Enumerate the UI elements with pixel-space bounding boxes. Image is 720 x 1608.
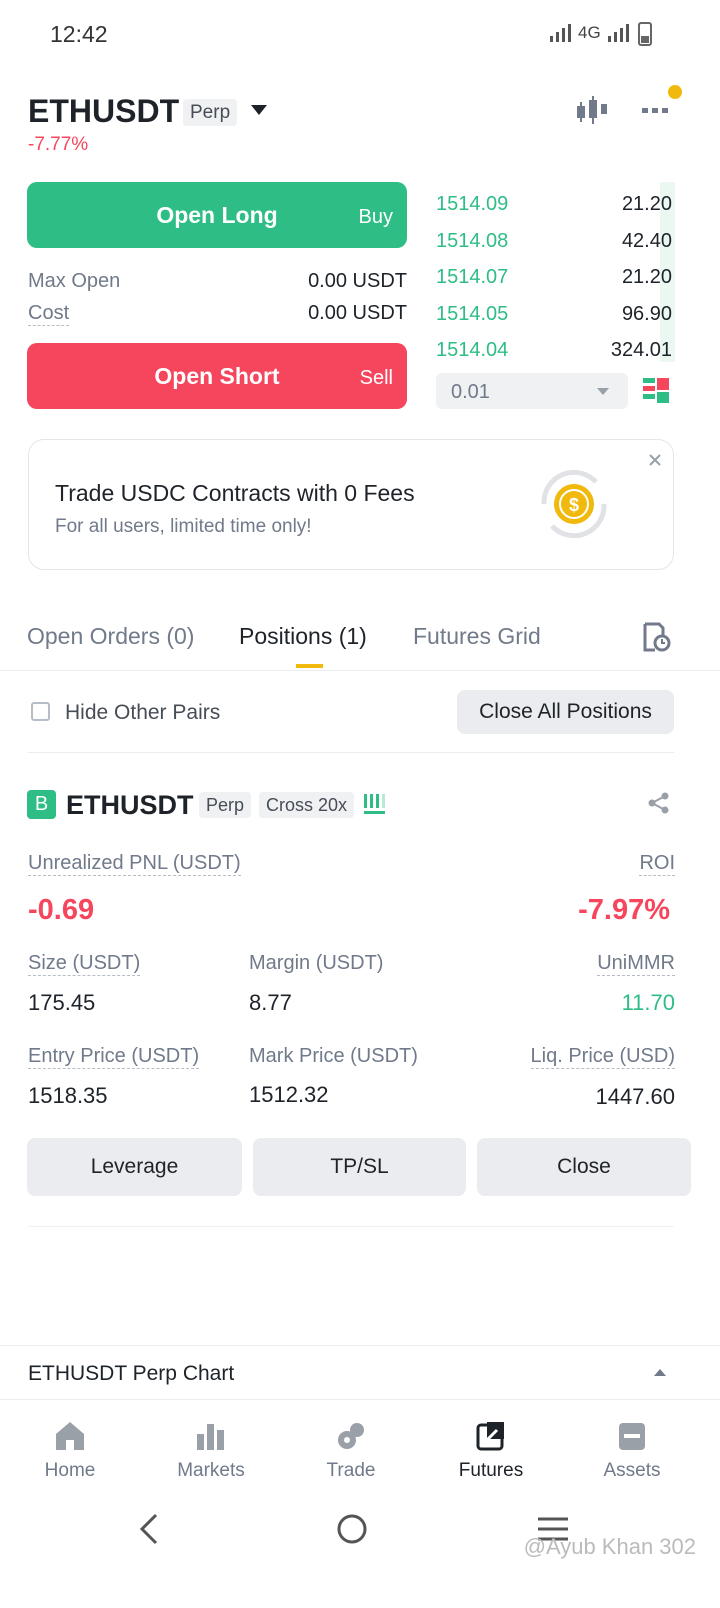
divider [0,670,720,671]
position-symbol[interactable]: ETHUSDT [66,790,194,820]
system-recents[interactable] [537,1516,569,1542]
nav-label[interactable]: Futures [458,1460,524,1481]
margin-mode-badge[interactable]: Cross 20x [259,792,355,818]
svg-text:$: $ [569,495,579,515]
book-layout-icon[interactable] [643,378,670,405]
nav-label[interactable]: Markets [177,1460,245,1481]
tab[interactable]: Open Orders (0) [27,623,195,649]
signal-icon [608,24,629,42]
system-home[interactable] [336,1513,368,1545]
nav-label[interactable]: Home [44,1460,96,1481]
buy-label: Buy [358,206,393,228]
perp-badge: Perp [183,99,238,126]
step-select[interactable]: 0.01 [436,373,628,409]
field-value: 1512.32 [249,1082,329,1107]
status-time: 12:42 [50,21,108,47]
close-all-button[interactable]: Close All Positions [457,690,674,734]
ask-quantity: 324.01 [610,339,672,361]
roi-value: -7.97% [578,894,670,926]
tab[interactable]: Futures Grid [413,623,541,649]
nav-icon[interactable] [54,1420,86,1452]
chart-toggle-label: ETHUSDT Perp Chart [28,1362,235,1385]
expand-caret [654,1369,666,1376]
field-value: 11.70 [621,990,675,1015]
promo-banner[interactable]: Trade USDC Contracts with 0 Fees For all… [28,439,674,570]
divider [28,1226,674,1227]
open-short-button[interactable]: Open Short Sell [27,343,407,409]
side-badge: B [27,790,56,819]
field-value: 8.77 [249,990,292,1015]
divider [28,752,674,753]
field-value: 1447.60 [595,1084,675,1109]
nav-icon[interactable] [475,1420,507,1452]
field-label[interactable]: Size (USDT) [28,952,141,976]
open-long-label: Open Long [156,202,278,228]
field-label[interactable]: UniMMR [597,952,675,976]
cost-value: 0.00 USDT [308,302,407,324]
tab-indicator [296,664,323,668]
ask-quantity: 96.90 [621,303,672,325]
ask-quantity: 21.20 [621,193,672,215]
nav-icon[interactable] [616,1420,648,1452]
ask-price[interactable]: 1514.04 [436,339,509,361]
status-network: 4G [578,23,601,42]
usdc-coin-icon: $ [541,469,607,539]
pnl-value: -0.69 [28,894,95,926]
nav-icon[interactable] [335,1420,367,1452]
nav-label[interactable]: Assets [603,1460,661,1481]
battery-icon [638,22,652,46]
price-change: -7.77% [28,134,89,155]
field-value: 175.45 [28,990,96,1015]
ask-price[interactable]: 1514.08 [436,230,509,252]
close-button[interactable]: Close [477,1138,691,1196]
hide-other-pairs[interactable]: Hide Other Pairs [65,701,221,724]
step-value: 0.01 [451,381,490,403]
ask-quantity: 21.20 [621,266,672,288]
field-label: Margin (USDT) [249,952,384,974]
ask-price[interactable]: 1514.09 [436,193,509,215]
field-label[interactable]: Liq. Price (USD) [530,1045,675,1069]
tpsl-button[interactable]: TP/SL [253,1138,466,1196]
checkbox[interactable] [31,702,50,721]
cost-label[interactable]: Cost [28,302,70,326]
tab-active[interactable]: Positions (1) [239,623,367,649]
open-long-button[interactable]: Open Long Buy [27,182,407,248]
select-caret [597,388,609,395]
ask-price[interactable]: 1514.07 [436,266,509,288]
history-icon[interactable] [643,622,671,652]
adl-indicator [364,794,385,814]
banner-title: Trade USDC Contracts with 0 Fees [55,480,415,506]
ask-price[interactable]: 1514.05 [436,303,509,325]
signal-icon [550,24,571,42]
chart-icon[interactable] [575,96,609,126]
perp-badge: Perp [199,792,252,818]
more-menu[interactable] [640,84,684,120]
max-open-label: Max Open [28,270,121,292]
sell-label: Sell [359,367,393,389]
open-short-label: Open Short [154,363,280,389]
chart-toggle[interactable]: ETHUSDT Perp Chart [0,1345,720,1400]
field-label: Mark Price (USDT) [249,1045,418,1067]
ask-quantity: 42.40 [621,230,672,252]
banner-close[interactable] [648,453,662,467]
field-label[interactable]: Unrealized PNL (USDT) [28,852,241,876]
symbol-title[interactable]: ETHUSDT [28,93,180,129]
nav-icon[interactable] [195,1420,227,1452]
watermark: @Ayub Khan 302 [523,1534,696,1559]
leverage-button[interactable]: Leverage [27,1138,242,1196]
nav-label[interactable]: Trade [326,1460,376,1481]
max-open-value: 0.00 USDT [308,270,407,292]
field-label[interactable]: Entry Price (USDT) [28,1045,200,1069]
banner-subtitle: For all users, limited time only! [55,516,312,537]
field-value: 1518.35 [28,1083,108,1108]
dropdown-caret[interactable] [250,104,268,116]
depth-bar [660,182,675,362]
share-icon[interactable] [648,792,670,814]
system-back[interactable] [138,1513,160,1545]
field-label[interactable]: ROI [639,852,675,876]
